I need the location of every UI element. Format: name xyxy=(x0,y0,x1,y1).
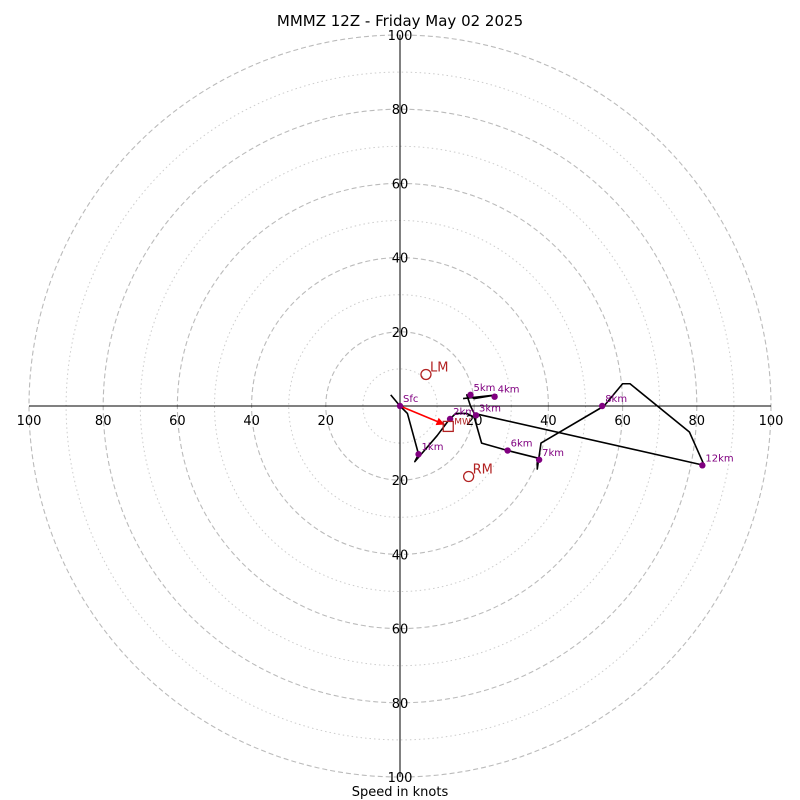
x-tick-label: 40 xyxy=(540,414,557,429)
y-tick-label: 60 xyxy=(392,177,409,192)
storm-motion-label: RM xyxy=(473,462,493,477)
height-point xyxy=(415,451,422,458)
height-point xyxy=(446,415,454,423)
storm-motion-marker xyxy=(462,470,475,483)
height-point-label: 4km xyxy=(498,385,520,396)
tick-labels: 20 20 20 20 40 40 40 40 60 60 60 60 80 80 80 80 100 100 10… xyxy=(17,29,784,786)
x-tick-label: 60 xyxy=(169,414,186,429)
height-point xyxy=(535,456,543,463)
height-point xyxy=(472,412,480,419)
height-point-label: 3km xyxy=(479,403,501,414)
height-point-label: Sfc xyxy=(403,394,418,405)
height-point-label: 2km xyxy=(453,407,475,418)
x-tick-label: 100 xyxy=(17,414,42,429)
y-tick-label: 60 xyxy=(392,623,409,638)
mean-wind-label: MW xyxy=(454,417,471,427)
x-tick-label: 60 xyxy=(614,414,631,429)
height-point-label: 5km xyxy=(473,383,495,394)
x-tick-label: 80 xyxy=(95,414,112,429)
y-tick-label: 80 xyxy=(392,103,409,118)
y-tick-label: 80 xyxy=(392,697,409,712)
height-point-label: 6km xyxy=(511,439,533,450)
y-tick-label: 20 xyxy=(392,326,409,341)
height-point-label: 12km xyxy=(705,453,733,464)
y-tick-label: 40 xyxy=(392,548,409,563)
mean-wind-marker xyxy=(442,420,454,433)
y-tick-label: 20 xyxy=(392,474,409,489)
y-tick-label: 100 xyxy=(388,771,413,786)
x-tick-label: 40 xyxy=(243,414,260,429)
shear-vector-arrowhead xyxy=(435,417,445,426)
height-point xyxy=(396,402,404,410)
storm-motion-layer: LM RM MW xyxy=(420,360,493,483)
x-tick-label: 80 xyxy=(689,414,706,429)
y-tick-label: 40 xyxy=(392,252,409,267)
x-tick-label: 100 xyxy=(759,414,784,429)
x-tick-label: 20 xyxy=(466,414,483,429)
height-point-label: 1km xyxy=(422,442,444,453)
height-point xyxy=(699,462,706,469)
storm-motion-marker xyxy=(420,368,432,381)
x-axis-label: Speed in knots xyxy=(352,785,449,800)
y-tick-label: 100 xyxy=(388,29,413,44)
height-point xyxy=(504,447,511,454)
shear-vector xyxy=(399,405,445,426)
height-point xyxy=(467,391,474,399)
x-tick-label: 20 xyxy=(318,414,335,429)
height-point-label: 8km xyxy=(605,394,627,405)
height-point xyxy=(598,402,606,410)
height-point-label: 7km xyxy=(542,448,564,459)
chart-title: MMMZ 12Z - Friday May 02 2025 xyxy=(277,12,523,30)
height-point xyxy=(491,393,498,400)
storm-motion-label: LM xyxy=(430,360,448,375)
